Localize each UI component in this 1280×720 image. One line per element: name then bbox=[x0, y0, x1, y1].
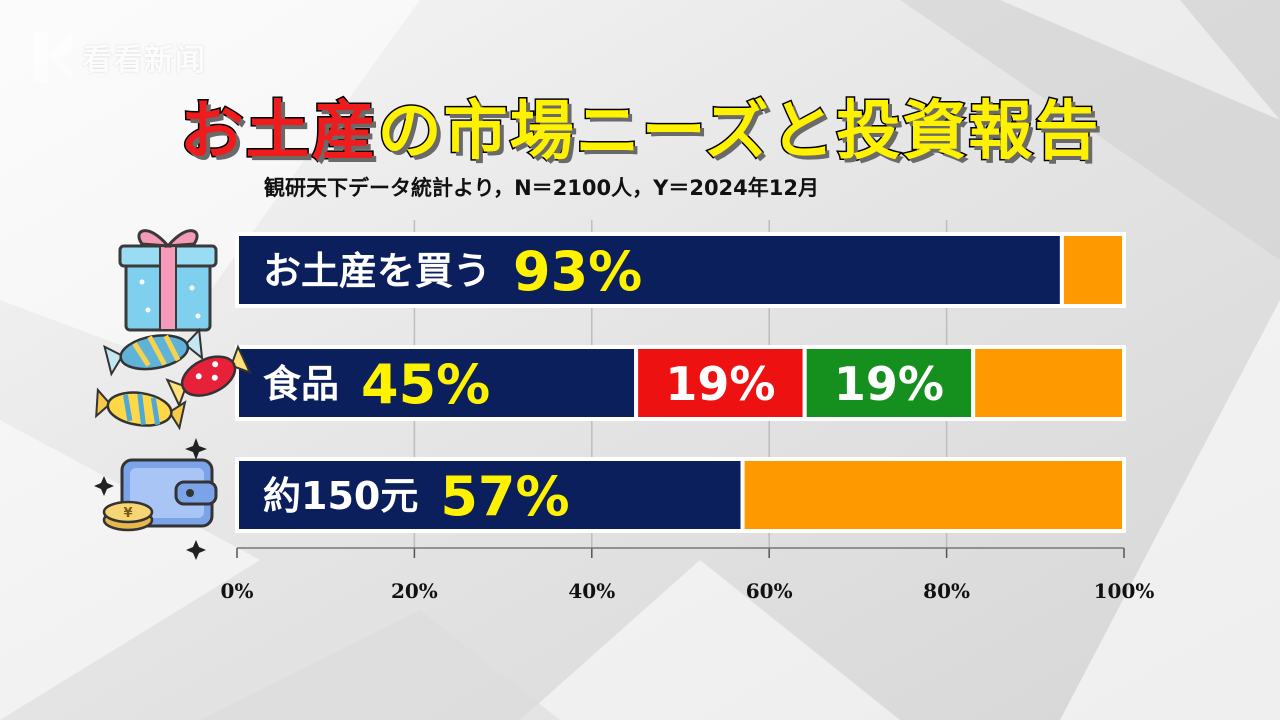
bar-value-label: 93% bbox=[513, 240, 642, 303]
bar-segment bbox=[1059, 232, 1127, 308]
logo-text: 看看新闻 bbox=[82, 43, 206, 78]
x-tick-label: 40% bbox=[568, 579, 615, 603]
title-part-red: お土産 bbox=[178, 94, 378, 171]
bar-segment bbox=[971, 345, 1127, 421]
bars-layer: お土産を買う 93% 食品 45% 19% 19% 約150元 57% bbox=[235, 232, 1127, 533]
bar-row: 食品 45% 19% 19% bbox=[235, 345, 1127, 421]
bar-row: お土産を買う 93% bbox=[235, 232, 1127, 308]
candy-icon bbox=[95, 327, 252, 431]
x-tick-label: 0% bbox=[221, 579, 254, 603]
ticks-layer: 0% 20% 40% 60% 80% 100% bbox=[221, 547, 1155, 603]
bar-segment bbox=[235, 232, 1064, 308]
bar-segment bbox=[634, 345, 807, 421]
logo-mark-icon bbox=[34, 32, 72, 82]
x-tick-label: 100% bbox=[1094, 579, 1155, 603]
bar-category-label: お土産を買う bbox=[263, 249, 491, 293]
bar-segment bbox=[802, 345, 976, 421]
bar-category-label: 食品 bbox=[263, 362, 339, 406]
chart-subtitle: 観研天下データ統計より，N＝2100人，Y＝2024年12月 bbox=[264, 176, 820, 200]
bar-value-label: 45% bbox=[361, 353, 490, 416]
x-tick-label: 20% bbox=[391, 579, 438, 603]
bar-row: 約150元 57% bbox=[235, 457, 1127, 533]
wallet-coin-icon: ¥ bbox=[94, 438, 218, 560]
bar-segment bbox=[235, 345, 639, 421]
bar-category-label: 約150元 bbox=[263, 474, 418, 518]
bar-value-label: 19% bbox=[665, 357, 775, 411]
logo: 看看新闻 bbox=[30, 30, 206, 84]
x-tick-label: 80% bbox=[923, 579, 970, 603]
gift-box-icon bbox=[118, 229, 218, 332]
bar-segment bbox=[740, 457, 1127, 533]
bar-value-label: 57% bbox=[440, 465, 569, 528]
title-part-yellow: の市場ニーズと投資報告 bbox=[376, 94, 1101, 171]
page-title: お土産の市場ニーズと投資報告 bbox=[0, 80, 1280, 172]
x-tick-label: 60% bbox=[746, 579, 793, 603]
bar-value-label: 19% bbox=[834, 357, 944, 411]
svg-text:¥: ¥ bbox=[123, 506, 132, 521]
